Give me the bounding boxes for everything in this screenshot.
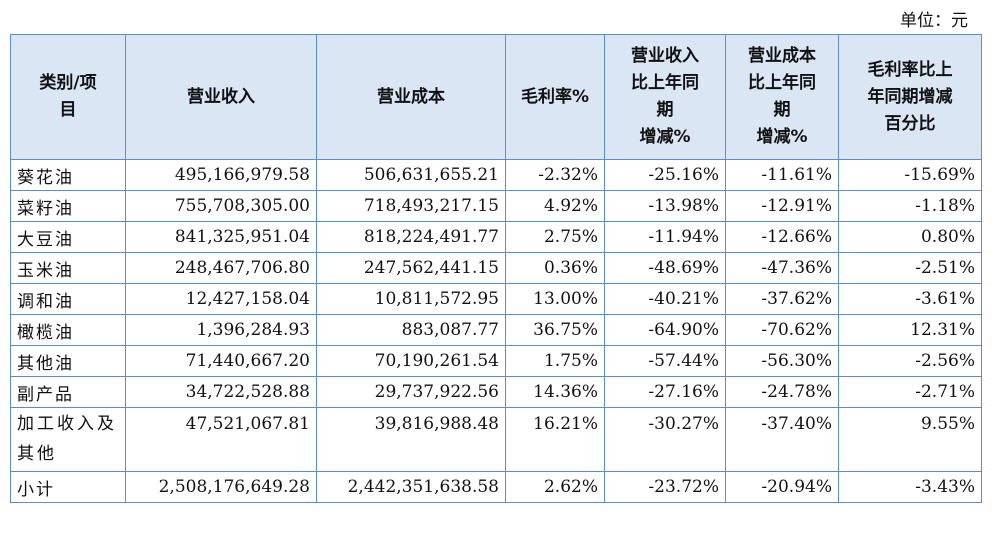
cell-category: 大豆油 [10,221,126,253]
cell-category: 橄榄油 [10,314,126,346]
cell-margin: 4.92% [505,190,605,222]
cell-revenue: 755,708,305.00 [125,190,317,222]
cell-revenue: 248,467,706.80 [125,252,317,284]
cell-cost-change: -56.30% [725,345,839,377]
cell-revenue: 495,166,979.58 [125,159,317,191]
header-category: 类别/项 目 [10,34,126,160]
cell-margin: 36.75% [505,314,605,346]
cell-cost-change: -24.78% [725,376,839,408]
cell-margin: 0.36% [505,252,605,284]
cell-margin-change: 12.31% [838,314,982,346]
table-row: 调和油 12,427,158.04 10,811,572.95 13.00% -… [10,283,982,315]
cell-category: 玉米油 [10,252,126,284]
cell-margin: -2.32% [505,159,605,191]
header-cost-change: 营业成本 比上年同 期 增减% [725,34,839,160]
cell-margin: 1.75% [505,345,605,377]
cell-revenue: 2,508,176,649.28 [125,471,317,503]
cell-cost-change: -37.40% [725,407,839,472]
cell-revenue-change: -40.21% [604,283,726,315]
cell-margin-change: -3.61% [838,283,982,315]
cell-cost: 506,631,655.21 [316,159,506,191]
cell-revenue: 34,722,528.88 [125,376,317,408]
cell-revenue-change: -30.27% [604,407,726,472]
table-row: 其他油 71,440,667.20 70,190,261.54 1.75% -5… [10,345,982,377]
header-revenue-change: 营业收入 比上年同 期 增减% [604,34,726,160]
cell-margin-change: -2.71% [838,376,982,408]
cell-cost-change: -20.94% [725,471,839,503]
cell-revenue: 12,427,158.04 [125,283,317,315]
cell-margin-change: -2.56% [838,345,982,377]
cell-category: 菜籽油 [10,190,126,222]
header-margin: 毛利率% [505,34,605,160]
cell-margin-change: -15.69% [838,159,982,191]
cell-cost: 39,816,988.48 [316,407,506,472]
table-row-subtotal: 小计 2,508,176,649.28 2,442,351,638.58 2.6… [10,471,982,503]
cell-cost-change: -47.36% [725,252,839,284]
table-row: 大豆油 841,325,951.04 818,224,491.77 2.75% … [10,221,982,253]
cell-cost-change: -70.62% [725,314,839,346]
cell-cost-change: -12.91% [725,190,839,222]
table-row: 葵花油 495,166,979.58 506,631,655.21 -2.32%… [10,159,982,191]
cell-cost: 247,562,441.15 [316,252,506,284]
cell-revenue: 71,440,667.20 [125,345,317,377]
cell-cost: 70,190,261.54 [316,345,506,377]
cell-margin-change: 9.55% [838,407,982,472]
cell-cost-change: -11.61% [725,159,839,191]
cell-margin-change: -3.43% [838,471,982,503]
cell-cost-change: -37.62% [725,283,839,315]
cell-revenue-change: -13.98% [604,190,726,222]
cell-margin-change: -2.51% [838,252,982,284]
cell-margin: 14.36% [505,376,605,408]
table-row: 副产品 34,722,528.88 29,737,922.56 14.36% -… [10,376,982,408]
unit-label: 单位：元 [900,11,968,31]
cell-revenue-change: -23.72% [604,471,726,503]
header-cost: 营业成本 [316,34,506,160]
cell-revenue: 841,325,951.04 [125,221,317,253]
cell-category: 加工收入及其他 [10,407,126,472]
cell-revenue-change: -64.90% [604,314,726,346]
table-header-row: 类别/项 目 营业收入 营业成本 毛利率% 营业收入 比上年同 期 增减% 营业… [10,34,982,160]
cell-margin: 2.62% [505,471,605,503]
cell-revenue-change: -25.16% [604,159,726,191]
table-row: 加工收入及其他 47,521,067.81 39,816,988.48 16.2… [10,407,982,472]
gross-margin-table: 类别/项 目 营业收入 营业成本 毛利率% 营业收入 比上年同 期 增减% 营业… [10,34,982,503]
cell-margin: 2.75% [505,221,605,253]
cell-cost: 718,493,217.15 [316,190,506,222]
cell-category: 其他油 [10,345,126,377]
table-row: 玉米油 248,467,706.80 247,562,441.15 0.36% … [10,252,982,284]
cell-cost: 10,811,572.95 [316,283,506,315]
cell-margin: 13.00% [505,283,605,315]
cell-cost-change: -12.66% [725,221,839,253]
cell-cost: 29,737,922.56 [316,376,506,408]
cell-category: 葵花油 [10,159,126,191]
cell-revenue-change: -27.16% [604,376,726,408]
table-row: 橄榄油 1,396,284.93 883,087.77 36.75% -64.9… [10,314,982,346]
cell-margin-change: -1.18% [838,190,982,222]
cell-revenue-change: -11.94% [604,221,726,253]
header-revenue: 营业收入 [125,34,317,160]
cell-cost: 2,442,351,638.58 [316,471,506,503]
table-row: 菜籽油 755,708,305.00 718,493,217.15 4.92% … [10,190,982,222]
header-margin-change: 毛利率比上 年同期增减 百分比 [838,34,982,160]
cell-revenue: 1,396,284.93 [125,314,317,346]
cell-category: 小计 [10,471,126,503]
cell-revenue: 47,521,067.81 [125,407,317,472]
cell-margin: 16.21% [505,407,605,472]
cell-revenue-change: -48.69% [604,252,726,284]
cell-cost: 818,224,491.77 [316,221,506,253]
cell-category: 副产品 [10,376,126,408]
cell-cost: 883,087.77 [316,314,506,346]
cell-category: 调和油 [10,283,126,315]
cell-margin-change: 0.80% [838,221,982,253]
cell-revenue-change: -57.44% [604,345,726,377]
